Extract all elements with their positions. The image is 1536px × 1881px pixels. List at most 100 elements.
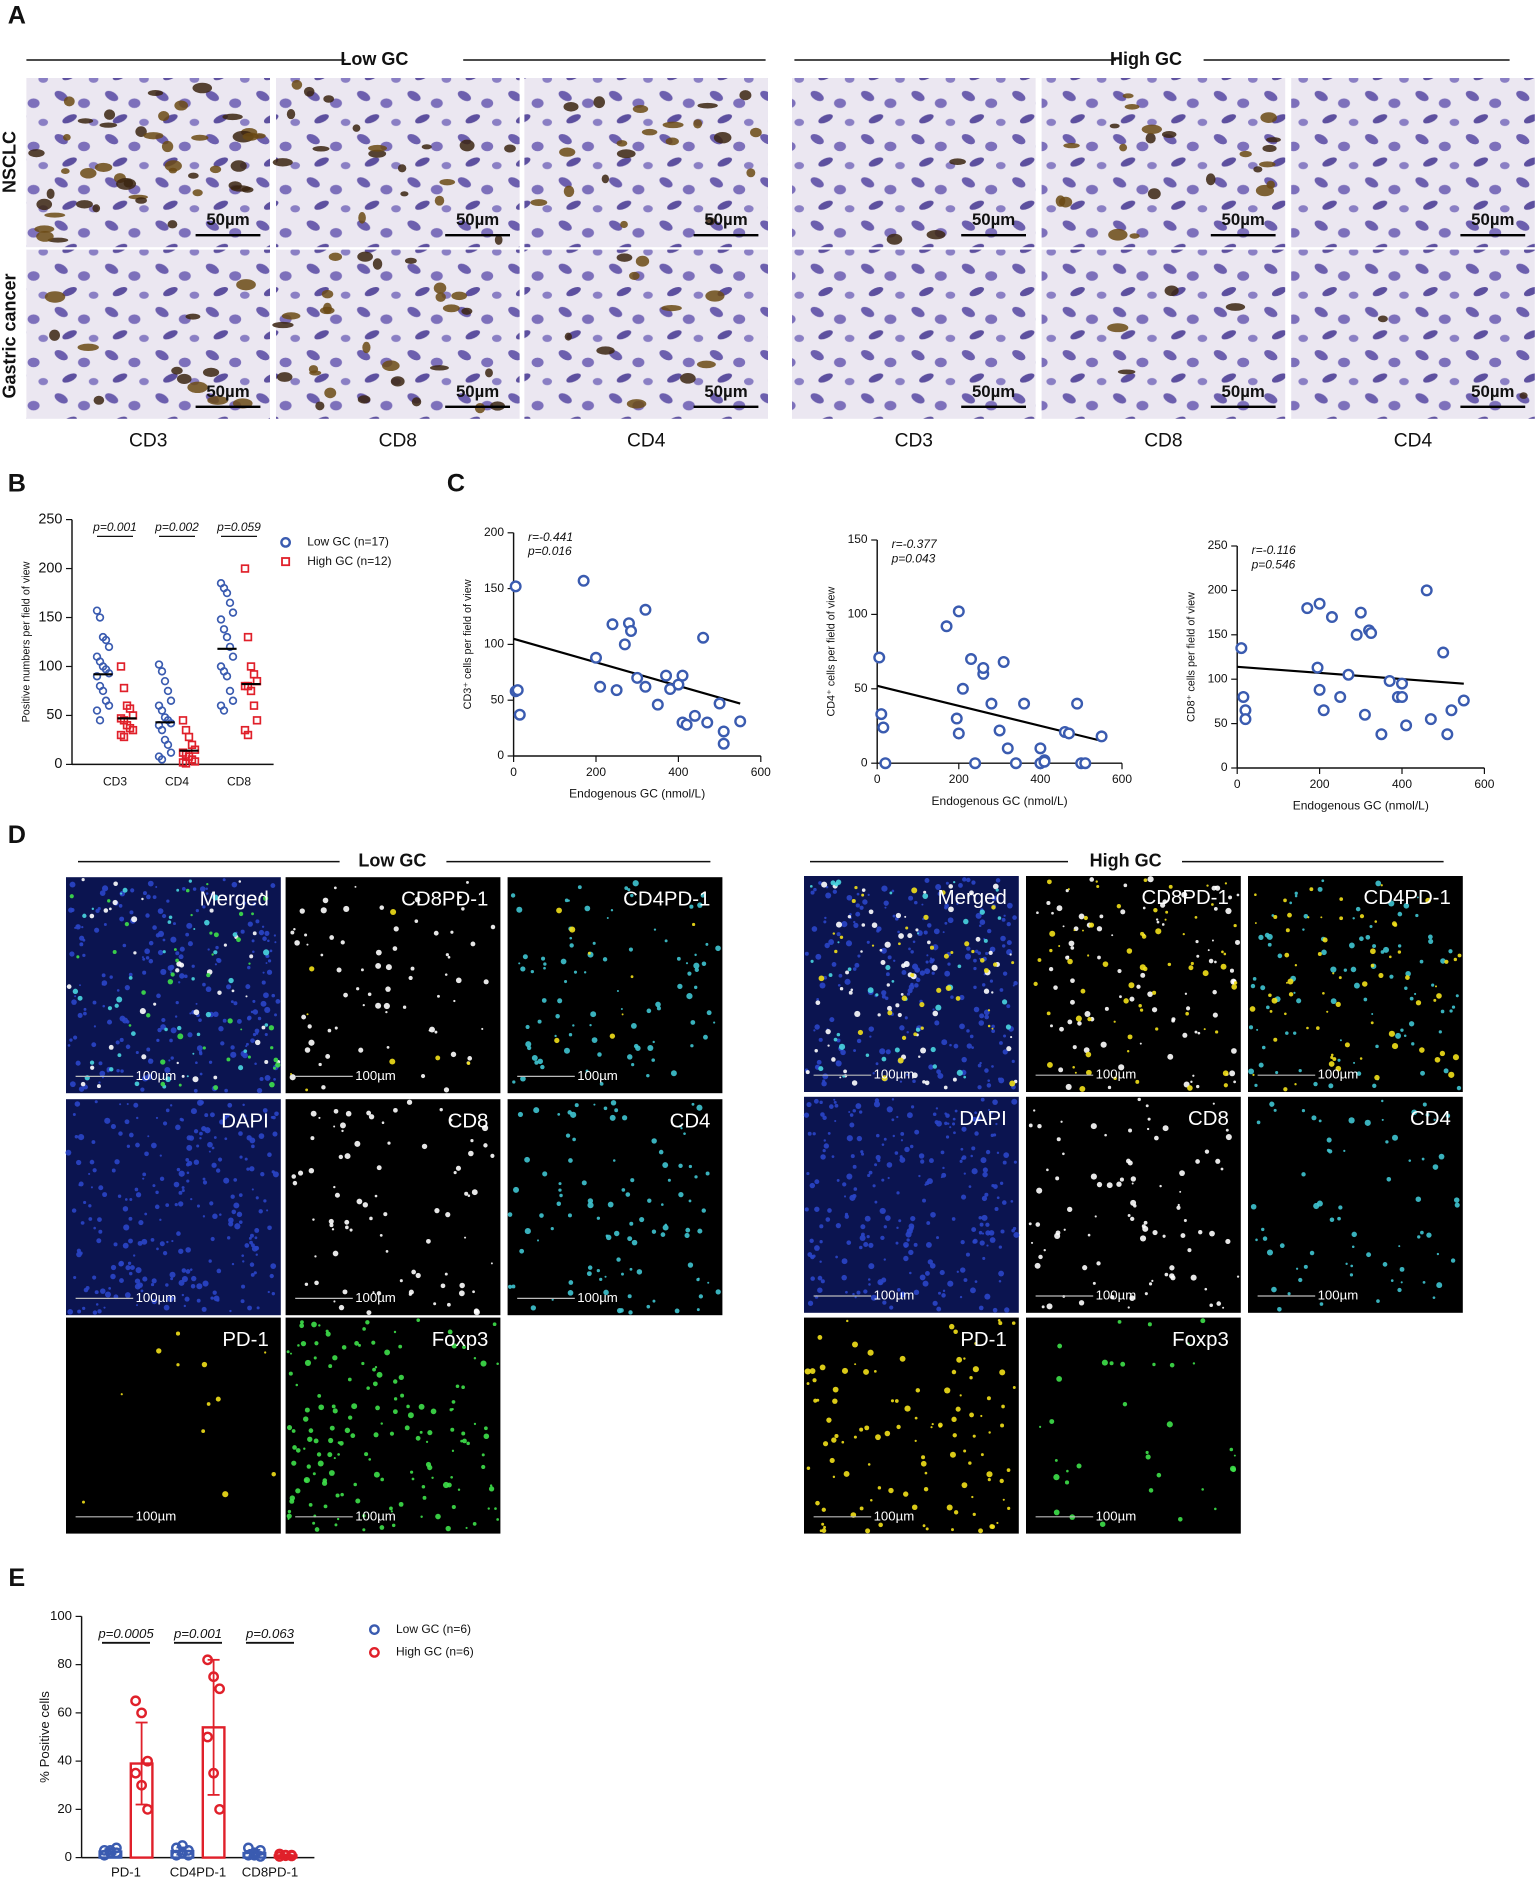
cell-signal bbox=[963, 1172, 966, 1175]
cell-signal bbox=[496, 1362, 499, 1365]
scale-bar bbox=[195, 405, 261, 408]
cell-signal bbox=[97, 1309, 102, 1314]
if-background bbox=[507, 1099, 723, 1316]
cell-signal bbox=[67, 1309, 73, 1315]
cell-signal bbox=[267, 1152, 272, 1158]
cell-signal bbox=[72, 1112, 76, 1116]
data-point bbox=[181, 759, 191, 768]
cell-signal bbox=[1397, 950, 1402, 954]
dab-stain bbox=[564, 332, 572, 341]
cell-signal bbox=[1252, 1073, 1255, 1076]
cell-signal bbox=[481, 1027, 484, 1031]
cell-signal bbox=[83, 1200, 87, 1205]
dab-stain bbox=[504, 144, 516, 153]
x-tick-label: CD8 bbox=[227, 775, 251, 789]
cell-signal bbox=[1148, 1282, 1153, 1286]
cell-signal bbox=[293, 928, 296, 931]
ihc-tissue bbox=[26, 78, 271, 248]
cell-signal bbox=[338, 1304, 345, 1311]
cell-signal bbox=[981, 1232, 985, 1235]
cell-signal bbox=[838, 1043, 846, 1050]
cell-signal bbox=[190, 913, 193, 917]
cell-signal bbox=[407, 1412, 414, 1419]
cell-signal bbox=[231, 1262, 235, 1266]
cell-signal bbox=[208, 1150, 211, 1153]
cell-signal bbox=[1119, 1177, 1124, 1182]
cell-signal bbox=[192, 1076, 199, 1083]
cell-signal bbox=[129, 1198, 133, 1202]
cell-signal bbox=[563, 1047, 570, 1054]
data-point bbox=[157, 755, 167, 764]
cell-signal bbox=[82, 913, 87, 919]
dab-stain bbox=[315, 401, 325, 411]
cell-signal bbox=[249, 1240, 253, 1245]
dab-stain bbox=[1145, 132, 1156, 144]
cell-signal bbox=[439, 1107, 443, 1112]
cell-signal bbox=[323, 1504, 328, 1509]
dab-stain bbox=[739, 90, 752, 101]
scale-bar-label: 50µm bbox=[1471, 382, 1514, 401]
cell-signal bbox=[812, 1378, 817, 1383]
cell-signal bbox=[1058, 945, 1061, 948]
cell-signal bbox=[621, 1115, 628, 1121]
x-tick-label: 0 bbox=[1234, 777, 1241, 791]
cell-signal bbox=[206, 972, 211, 978]
cell-signal bbox=[1062, 925, 1065, 928]
cell-signal bbox=[113, 881, 118, 887]
cell-signal bbox=[946, 1504, 953, 1511]
cell-signal bbox=[856, 1038, 862, 1044]
cell-signal bbox=[884, 1430, 891, 1437]
x-tick-label: 200 bbox=[586, 765, 606, 779]
cell-signal bbox=[926, 954, 929, 957]
channel-label: CD8PD-1 bbox=[401, 888, 488, 910]
cell-signal bbox=[362, 1327, 366, 1331]
data-point bbox=[1400, 719, 1413, 732]
cell-signal bbox=[908, 947, 911, 951]
cell-signal bbox=[1405, 970, 1411, 977]
cell-signal bbox=[819, 1260, 822, 1263]
cell-signal bbox=[198, 1050, 203, 1054]
cell-signal bbox=[979, 1013, 985, 1019]
cell-signal bbox=[1065, 1083, 1072, 1090]
cell-signal bbox=[889, 1305, 894, 1310]
dab-stain bbox=[252, 133, 266, 139]
cell-signal bbox=[883, 900, 889, 906]
cell-signal bbox=[827, 1208, 832, 1213]
cell-signal bbox=[1141, 934, 1147, 939]
cell-signal bbox=[814, 1049, 818, 1053]
cell-signal bbox=[371, 1340, 376, 1345]
cell-signal bbox=[621, 1013, 624, 1016]
cell-signal bbox=[959, 1295, 963, 1299]
cell-signal bbox=[880, 1235, 885, 1241]
cell-signal bbox=[167, 1295, 174, 1303]
cell-signal bbox=[271, 1471, 276, 1477]
cell-signal bbox=[906, 992, 911, 996]
data-point bbox=[1420, 584, 1433, 597]
cell-signal bbox=[494, 1507, 497, 1510]
cell-signal bbox=[144, 1151, 149, 1157]
cell-signal bbox=[586, 1271, 592, 1277]
cell-signal bbox=[530, 1305, 537, 1311]
data-point bbox=[130, 1767, 141, 1779]
cell-signal bbox=[953, 1131, 956, 1135]
dab-stain bbox=[135, 197, 147, 204]
cell-signal bbox=[202, 982, 206, 987]
cell-signal bbox=[1288, 992, 1294, 997]
cell-signal bbox=[325, 1331, 331, 1337]
dab-stain bbox=[76, 200, 93, 209]
cell-signal bbox=[292, 1445, 297, 1450]
cell-signal bbox=[971, 1046, 974, 1049]
cell-signal bbox=[859, 1234, 866, 1242]
cell-signal bbox=[985, 951, 989, 956]
cell-signal bbox=[120, 1069, 124, 1073]
dab-stain bbox=[99, 122, 118, 128]
cell-signal bbox=[915, 1027, 921, 1032]
cell-signal bbox=[629, 1221, 634, 1226]
cell-signal bbox=[1126, 1050, 1130, 1053]
cell-signal bbox=[1006, 940, 1012, 946]
dab-stain bbox=[272, 158, 293, 167]
scale-bar-label: 100µm bbox=[1096, 1287, 1137, 1302]
cell-signal bbox=[102, 1192, 108, 1198]
cell-signal bbox=[834, 1433, 839, 1439]
